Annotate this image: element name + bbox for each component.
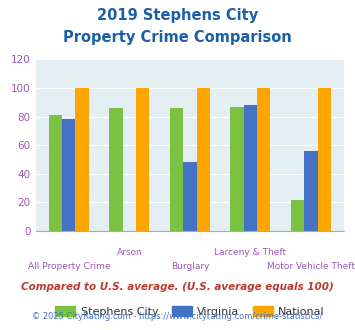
Text: 2019 Stephens City: 2019 Stephens City bbox=[97, 8, 258, 23]
Bar bbox=[170, 108, 183, 231]
Bar bbox=[62, 119, 76, 231]
Text: Compared to U.S. average. (U.S. average equals 100): Compared to U.S. average. (U.S. average … bbox=[21, 282, 334, 292]
Text: Arson: Arson bbox=[116, 248, 142, 257]
Text: Larceny & Theft: Larceny & Theft bbox=[214, 248, 286, 257]
Text: Motor Vehicle Theft: Motor Vehicle Theft bbox=[267, 262, 355, 271]
Bar bbox=[244, 105, 257, 231]
Bar bbox=[76, 88, 89, 231]
Bar bbox=[291, 200, 304, 231]
Bar bbox=[304, 151, 318, 231]
Bar bbox=[183, 162, 197, 231]
Bar bbox=[197, 88, 210, 231]
Bar bbox=[257, 88, 271, 231]
Text: Burglary: Burglary bbox=[171, 262, 209, 271]
Bar bbox=[230, 107, 244, 231]
Legend: Stephens City, Virginia, National: Stephens City, Virginia, National bbox=[50, 302, 329, 321]
Bar bbox=[318, 88, 331, 231]
Bar bbox=[49, 115, 62, 231]
Bar bbox=[109, 108, 123, 231]
Bar bbox=[136, 88, 149, 231]
Text: © 2025 CityRating.com - https://www.cityrating.com/crime-statistics/: © 2025 CityRating.com - https://www.city… bbox=[32, 312, 323, 321]
Text: All Property Crime: All Property Crime bbox=[28, 262, 110, 271]
Text: Property Crime Comparison: Property Crime Comparison bbox=[63, 30, 292, 45]
